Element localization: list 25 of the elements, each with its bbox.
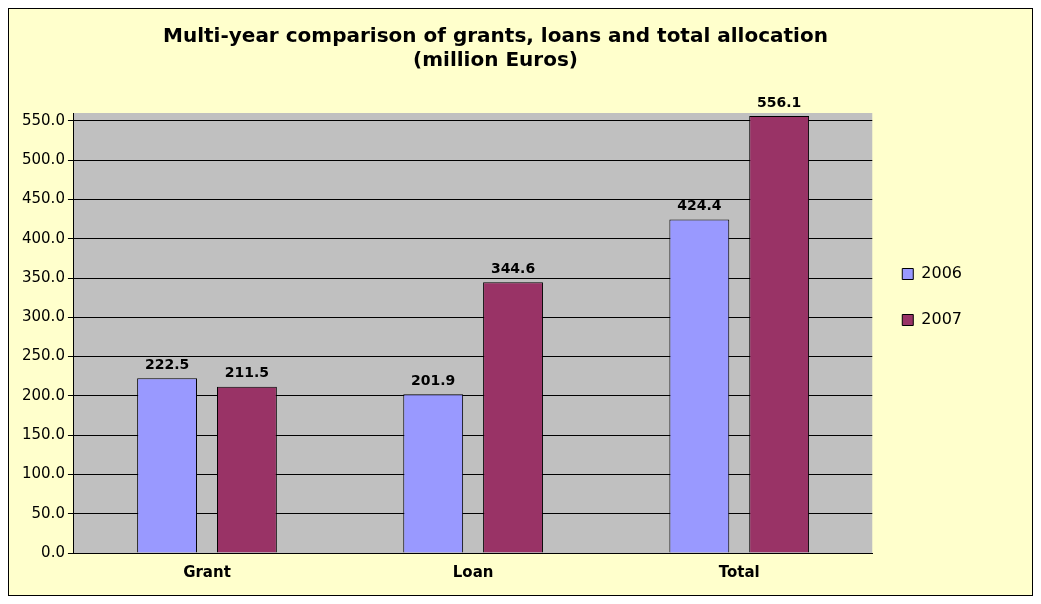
data-label: 222.5 <box>144 355 190 372</box>
y-tick-label: 0.0 <box>41 542 65 561</box>
data-label: 211.5 <box>224 364 270 381</box>
text: Multi-year comparison of grants, loans and total allocation <box>163 23 828 48</box>
legend-label: 2006 <box>921 263 962 283</box>
y-tick-label: 450.0 <box>21 189 65 208</box>
y-tick-label: 300.0 <box>21 307 65 326</box>
y-tick-label: 250.0 <box>21 346 65 365</box>
x-tick-label: Total <box>718 562 760 581</box>
data-label: 556.1 <box>756 93 802 110</box>
data-label: 344.6 <box>490 259 536 276</box>
y-tick-label: 550.0 <box>21 110 65 129</box>
y-tick-label: 400.0 <box>21 228 65 247</box>
y-tick-label: 100.0 <box>21 464 65 483</box>
y-tick-label: 200.0 <box>21 385 65 404</box>
x-tick-label: Grant <box>183 562 231 581</box>
x-tick-label: Loan <box>452 562 494 581</box>
y-tick-label: 150.0 <box>21 425 65 444</box>
text: (million Euros) <box>413 47 578 72</box>
data-label: 201.9 <box>411 372 456 388</box>
y-tick-label: 50.0 <box>31 503 65 522</box>
data-label: 424.4 <box>677 197 722 214</box>
y-tick-label: 350.0 <box>21 267 65 286</box>
y-tick-label: 500.0 <box>21 150 65 169</box>
legend-label: 2007 <box>921 309 962 329</box>
